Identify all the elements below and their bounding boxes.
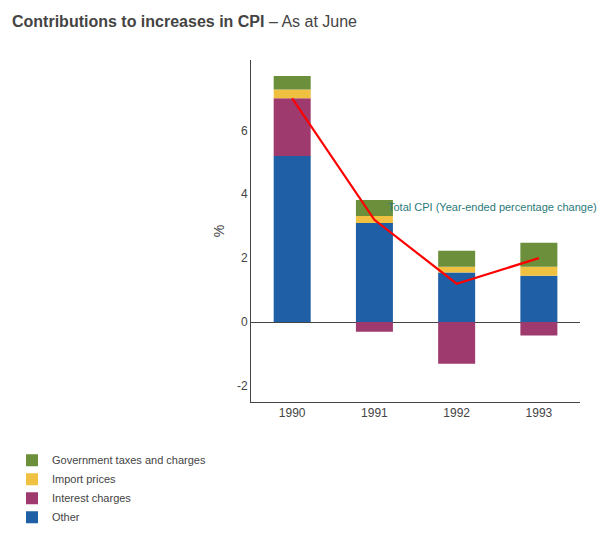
- svg-text:Government taxes and charges: Government taxes and charges: [52, 454, 206, 466]
- svg-text:1990: 1990: [279, 406, 306, 420]
- svg-text:Import prices: Import prices: [52, 473, 116, 485]
- svg-text:%: %: [211, 225, 227, 237]
- svg-text:4: 4: [241, 187, 248, 201]
- svg-text:Interest charges: Interest charges: [52, 492, 131, 504]
- svg-text:1992: 1992: [443, 406, 470, 420]
- svg-text:Contributions to increases in: Contributions to increases in CPI – As a…: [12, 13, 357, 30]
- svg-text:1991: 1991: [361, 406, 388, 420]
- svg-text:1993: 1993: [526, 406, 553, 420]
- svg-text:Total CPI (Year-ended percenta: Total CPI (Year-ended percentage change): [388, 201, 597, 213]
- svg-text:0: 0: [241, 315, 248, 329]
- svg-text:-2: -2: [237, 379, 248, 393]
- svg-text:2: 2: [241, 251, 248, 265]
- svg-text:6: 6: [241, 124, 248, 138]
- svg-text:Other: Other: [52, 511, 80, 523]
